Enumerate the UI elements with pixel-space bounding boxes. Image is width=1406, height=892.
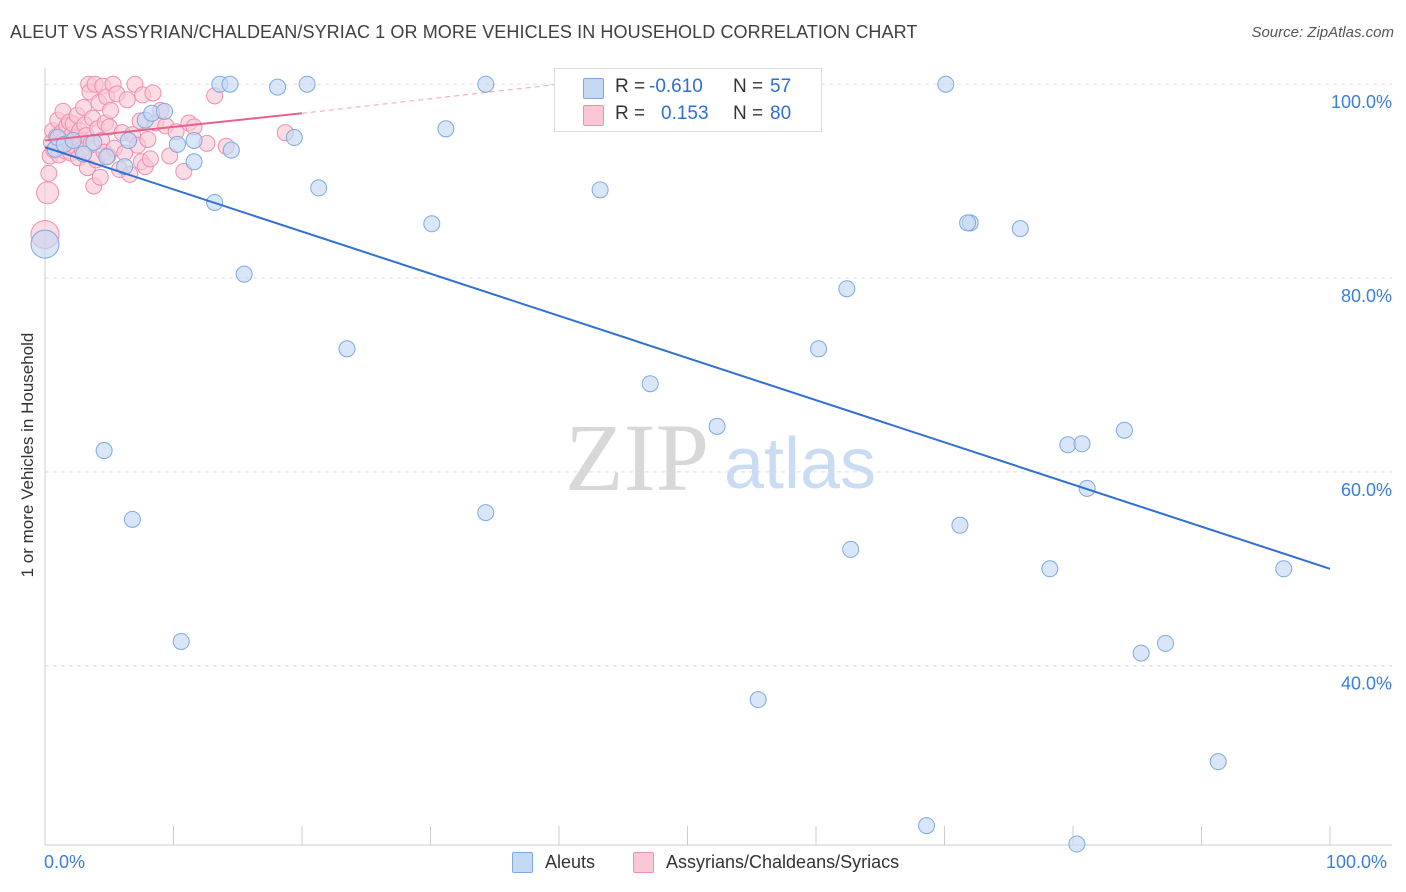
assyrian-point [91,168,109,186]
y-tick-label: 100.0% [1331,92,1392,112]
aleut-point [423,215,441,233]
aleut-point [298,75,316,93]
aleut-n-value: 57 [770,76,792,97]
legend-item-aleut[interactable]: Aleuts [512,852,595,873]
aleut-point [641,375,659,393]
watermark-atlas: atlas [724,424,876,504]
assyrian-n-label: N = [733,103,764,124]
y-tick-label: 40.0% [1341,674,1392,694]
legend: Aleuts Assyrians/Chaldeans/Syriacs [0,852,1406,878]
aleut-trend-line [44,146,1331,570]
assyrian-point [118,91,136,109]
y-axis-label: 1 or more Vehicles in Household [18,332,37,578]
aleut-point [918,817,936,835]
legend-assyrian-label: Assyrians/Chaldeans/Syriacs [666,852,900,872]
aleut-point [123,510,141,528]
y-tick-label: 60.0% [1341,480,1392,500]
assyrian-point [144,84,162,102]
y-tick-label: 80.0% [1341,286,1392,306]
assyrian-points [30,75,294,249]
aleut-point [185,153,203,171]
stats-row-assyrian: R = 0.153 N = 80 [555,101,821,127]
trend-lines [44,83,1331,570]
aleut-point [477,504,495,522]
assyrian-point [139,130,157,148]
aleut-point [838,280,856,298]
legend-aleut-swatch [512,852,533,873]
assyrian-point [36,181,60,205]
watermark-zip: ZIP [565,404,709,511]
aleut-point [95,442,113,460]
aleut-point [310,179,328,197]
assyrian-trend-extension [301,83,560,114]
aleut-n-label: N = [733,76,764,97]
aleut-point [98,148,116,166]
aleut-point [1115,421,1133,439]
aleut-point [156,102,174,120]
aleut-point [437,120,455,138]
aleut-point [30,229,60,259]
aleut-point [1073,435,1091,453]
aleut-point [842,540,860,558]
aleut-point [1011,220,1029,238]
aleut-points [30,75,1293,853]
y-tick-labels: 100.0% 80.0% 60.0% 40.0% [1331,92,1392,693]
legend-assyrian-swatch [633,852,654,873]
aleut-point [285,129,303,147]
assyrian-point [40,164,58,182]
aleut-point [185,131,203,149]
legend-item-assyrian[interactable]: Assyrians/Chaldeans/Syriacs [633,852,899,873]
aleut-point [64,131,82,149]
chart-title: ALEUT VS ASSYRIAN/CHALDEAN/SYRIAC 1 OR M… [10,22,918,42]
legend-aleut-label: Aleuts [545,852,596,872]
aleut-point [1132,644,1150,662]
aleut-point [222,141,240,159]
assyrian-trend-line [44,112,303,142]
aleut-point [749,691,767,709]
assyrian-r-value: 0.153 [661,103,709,124]
aleut-point [959,214,977,232]
aleut-point [810,340,828,358]
stats-row-aleut: R = -0.610 N = 57 [555,74,821,100]
aleut-point [116,158,134,176]
aleut-point [1275,560,1293,578]
aleut-point [120,131,138,149]
x-axis-max-label: 100.0% [1326,852,1388,872]
stats-box: R = -0.610 N = 57 R = 0.153 N = 80 [554,68,822,132]
x-axis-min-label: 0.0% [44,852,86,872]
source-label: Source: ZipAtlas.com [1251,24,1394,41]
aleut-point [221,75,239,93]
aleut-point [1157,634,1175,652]
grid-lines [45,83,1392,667]
aleut-point [269,78,287,96]
aleut-point [338,340,356,358]
aleut-point [172,632,190,650]
aleut-r-value: -0.610 [649,76,703,97]
assyrian-r-label: R = [615,103,646,124]
assyrian-point [102,101,120,119]
aleut-point [477,75,495,93]
assyrian-n-value: 80 [770,103,792,124]
aleut-point [951,516,969,534]
assyrian-swatch [583,105,604,126]
aleut-point [168,135,186,153]
aleut-point [235,265,253,283]
aleut-swatch [583,78,604,99]
aleut-point [1209,753,1227,771]
aleut-r-label: R = [615,76,646,97]
aleut-point [937,75,955,93]
aleut-point [1059,436,1077,454]
aleut-point [591,181,609,199]
watermark: ZIP atlas [565,404,876,511]
aleut-point [1041,560,1059,578]
aleut-point [708,417,726,435]
axes [44,68,1392,846]
assyrian-point [141,150,159,168]
aleut-point [1068,835,1086,853]
